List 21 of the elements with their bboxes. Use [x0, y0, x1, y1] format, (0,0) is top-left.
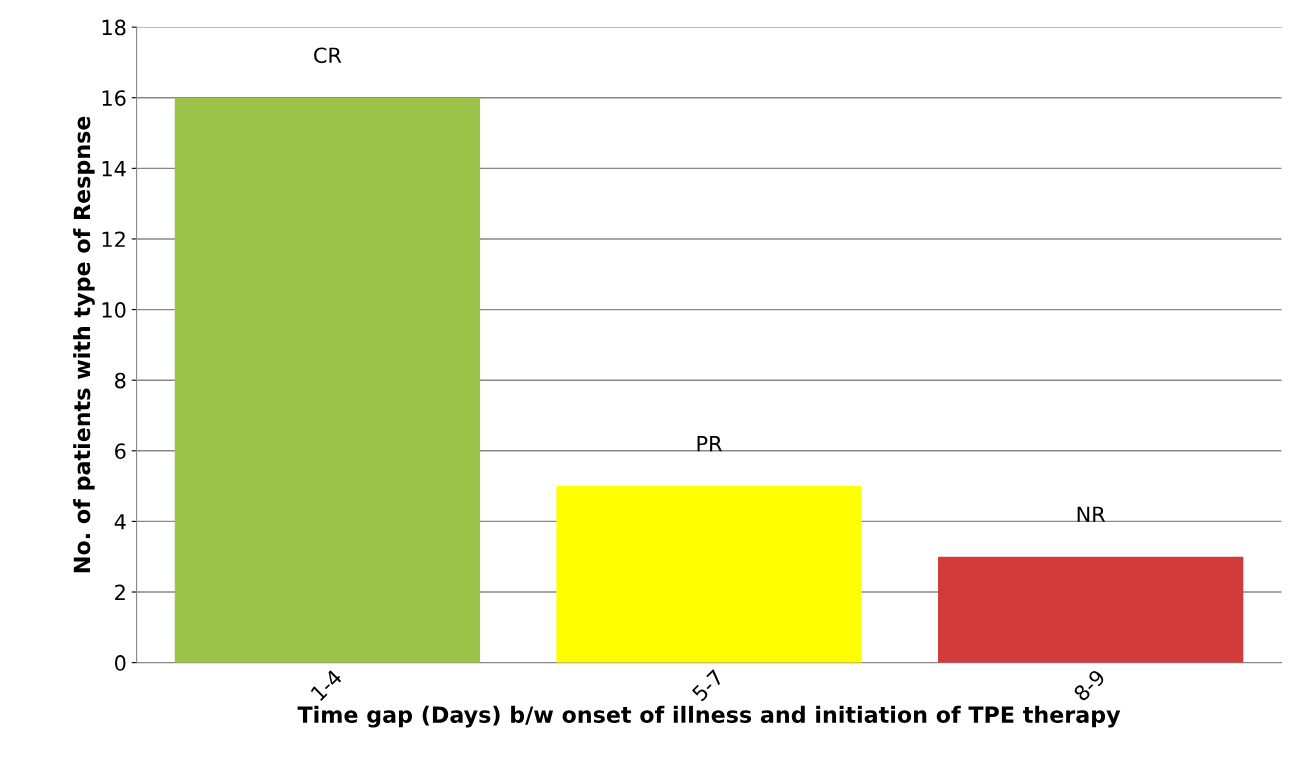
- y-tick-label: 8: [115, 372, 126, 389]
- y-tick-label: 2: [115, 584, 125, 600]
- x-tick-label: 5-7: [691, 669, 725, 702]
- x-tick-label: 1-4: [310, 668, 343, 702]
- bar: [174, 97, 481, 663]
- bar: [556, 486, 862, 663]
- y-tick-label: 0: [115, 655, 126, 671]
- y-tick-label: 14: [102, 161, 126, 177]
- y-tick-label: 4: [114, 514, 126, 530]
- bar: [938, 556, 1244, 663]
- y-tick-label: 18: [102, 19, 126, 36]
- y-tick-label: 12: [102, 231, 125, 247]
- annotation: CR: [314, 47, 342, 64]
- y-axis-title: No. of patients with type of Respnse: [73, 116, 95, 573]
- y-tick-label: 6: [115, 443, 126, 459]
- y-tick-label: 16: [102, 90, 126, 106]
- y-tick-label: 10: [102, 302, 126, 318]
- annotation: NR: [1077, 506, 1106, 522]
- x-axis-title: Time gap (Days) b/w onset of illness and initiation of TPE therapy: [297, 705, 1121, 728]
- annotation: PR: [697, 436, 722, 452]
- x-tick-label: 8-9: [1072, 668, 1106, 702]
